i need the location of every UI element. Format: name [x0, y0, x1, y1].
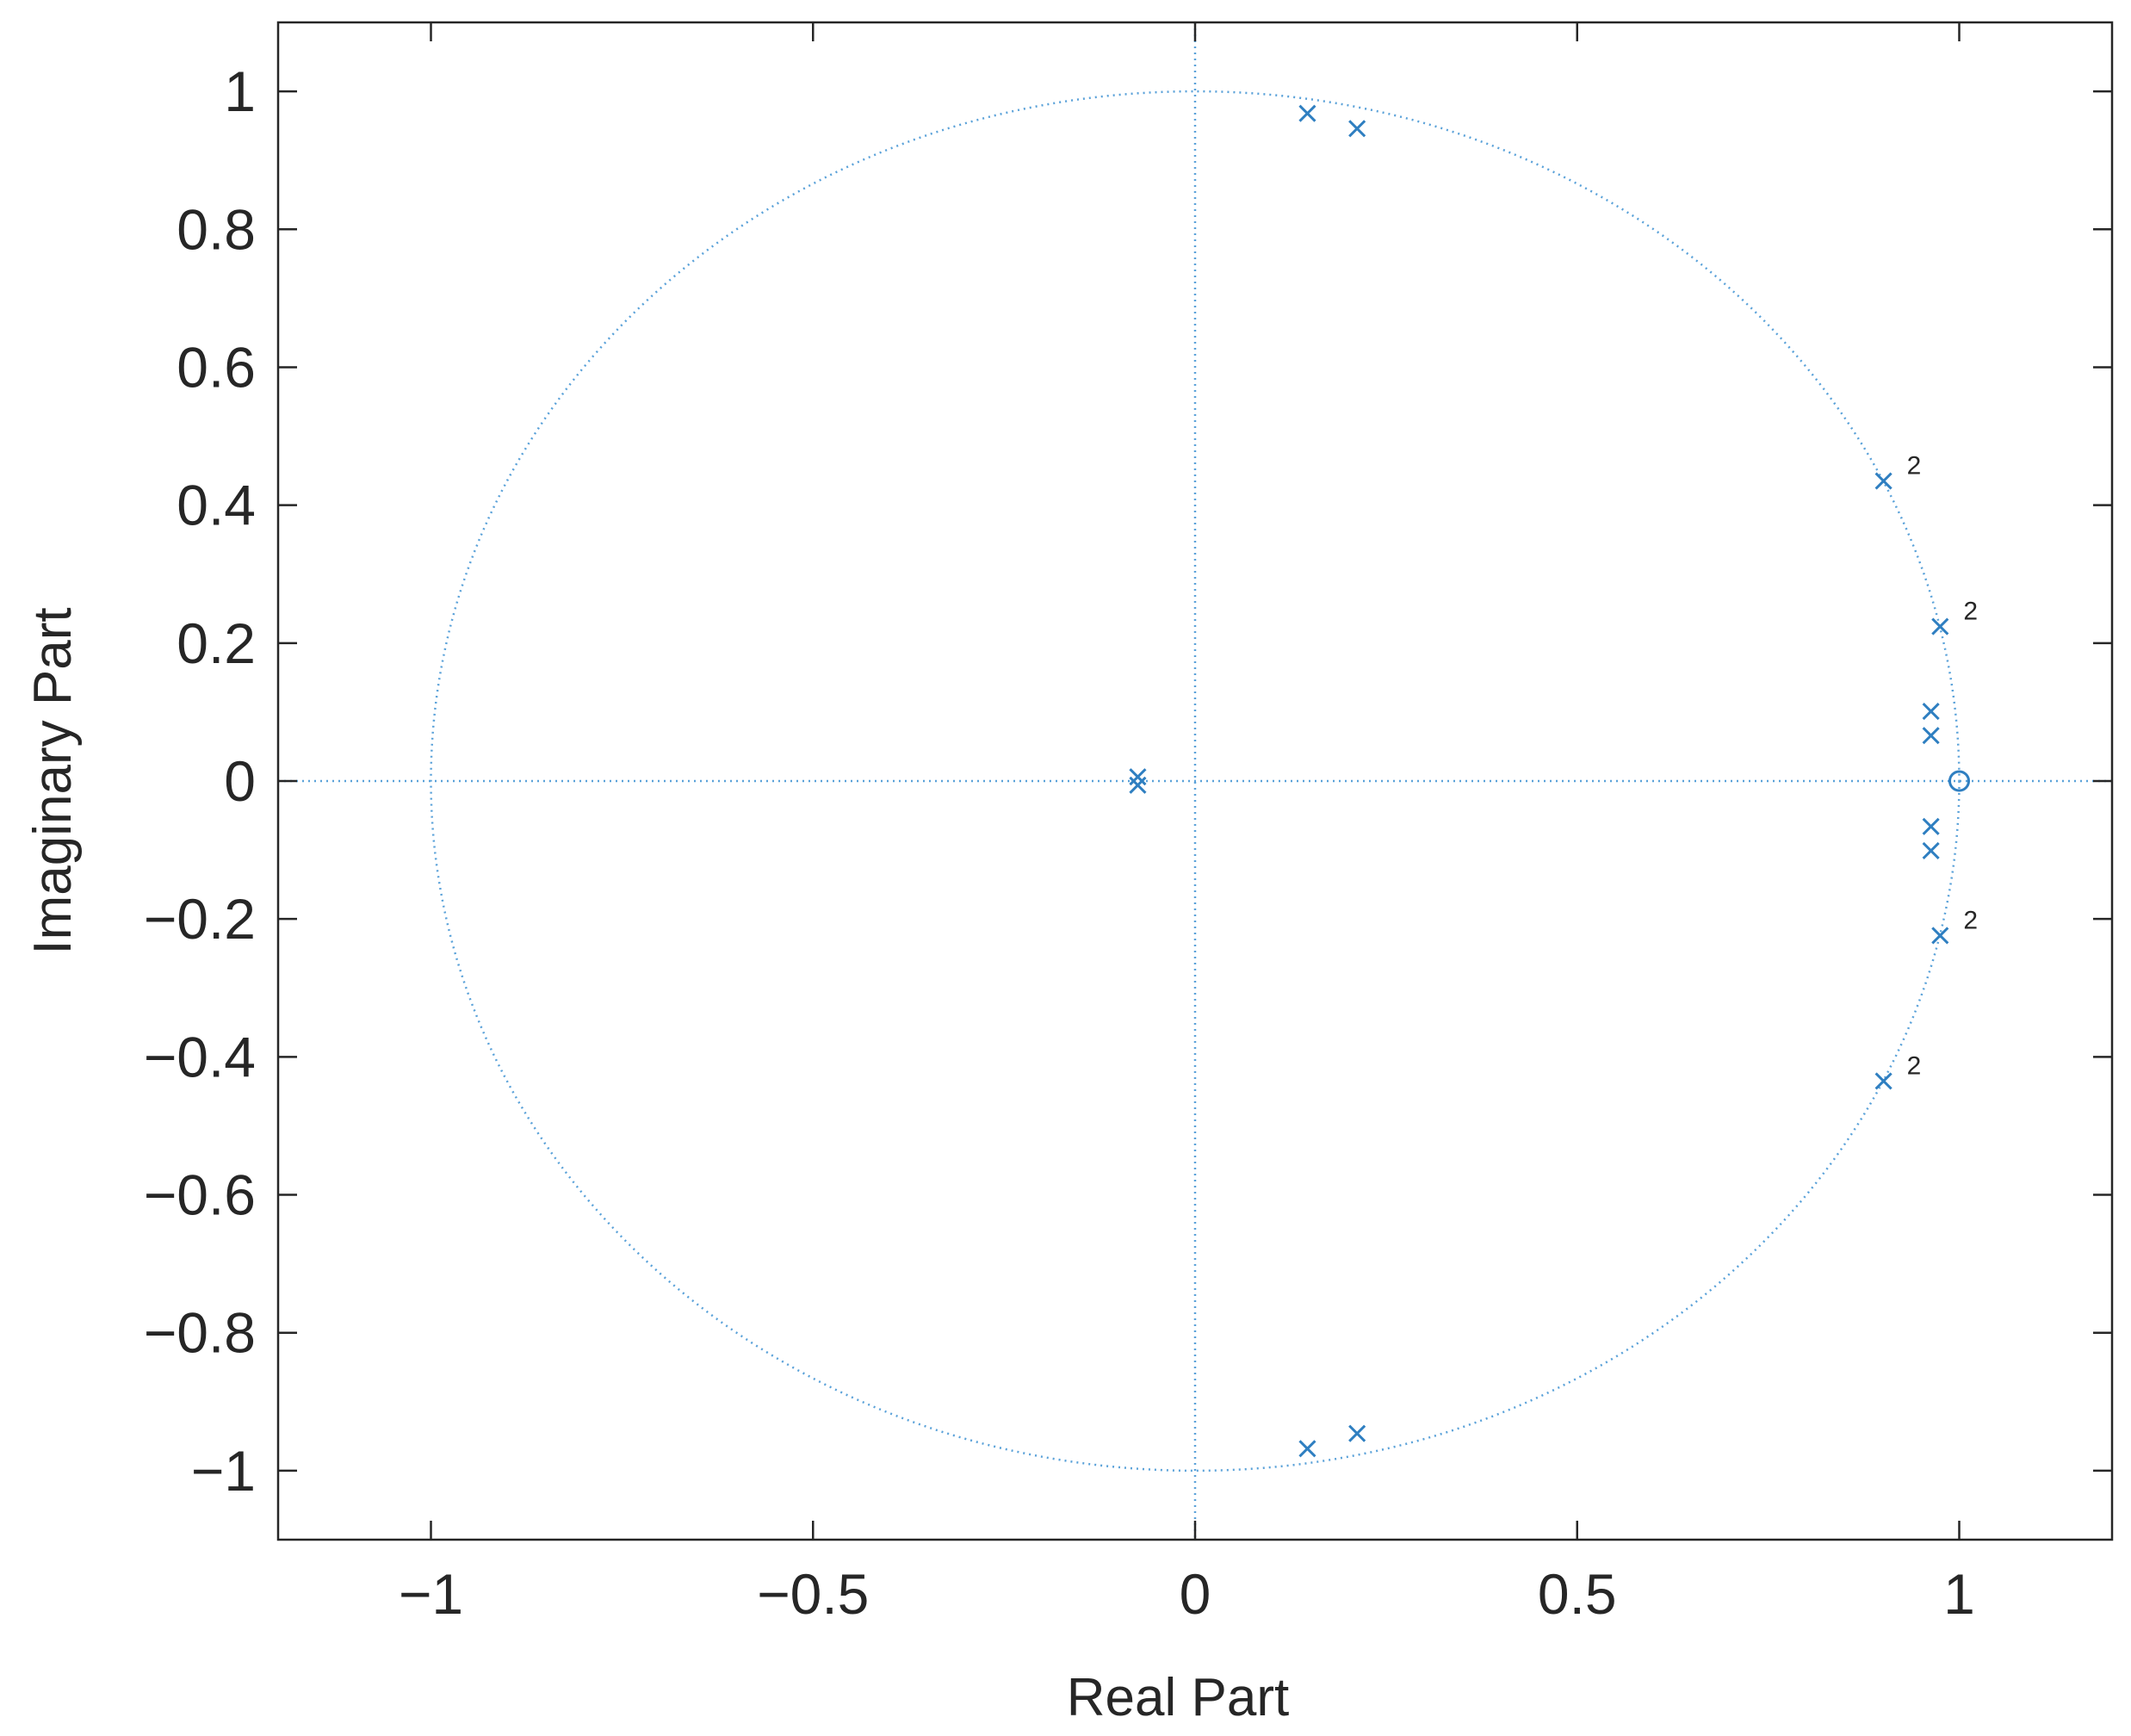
multiplicity-annotations: 2 2 2 2 — [1907, 452, 1978, 1081]
pole-marker — [1348, 1424, 1366, 1442]
axis-ticks: −1 −0.5 0 0.5 1 −1 −0.8 −0.6 −0.4 −0.2 0 0.2 0.4 0.6 0… — [144, 22, 2112, 1626]
multiplicity-label: 2 — [1907, 452, 1922, 480]
y-tick-label: 0.2 — [177, 611, 256, 675]
pole-marker — [1874, 472, 1893, 490]
y-tick-label: 0.6 — [177, 335, 256, 399]
pole-marker — [1922, 703, 1940, 721]
x-tick-label: 0 — [1180, 1562, 1211, 1626]
plot-area-border — [276, 21, 2114, 1541]
reference-guides — [278, 22, 2112, 1540]
pole-marker — [1129, 768, 1147, 786]
x-axis-label: Real Part — [1067, 1668, 1289, 1727]
x-tick-label: 0.5 — [1538, 1562, 1617, 1626]
pole-marker — [1874, 1072, 1893, 1090]
pole-marker — [1931, 927, 1949, 945]
y-tick-label: −0.4 — [144, 1025, 256, 1088]
data-markers — [1129, 104, 1970, 1458]
y-tick-label: 0.8 — [177, 197, 256, 261]
pole-marker — [1922, 817, 1940, 835]
pole-marker — [1922, 727, 1940, 745]
pole-marker — [1298, 104, 1316, 122]
y-tick-label: 0.4 — [177, 474, 256, 537]
x-tick-label: −1 — [399, 1562, 463, 1626]
multiplicity-label: 2 — [1963, 598, 1978, 626]
multiplicity-label: 2 — [1907, 1051, 1922, 1080]
x-tick-label: −0.5 — [757, 1562, 869, 1626]
y-tick-label: −0.2 — [144, 887, 256, 951]
pole-marker — [1931, 617, 1949, 636]
zero-marker — [1948, 770, 1970, 792]
y-tick-label: −0.8 — [144, 1301, 256, 1365]
pole-marker — [1348, 120, 1366, 138]
pole-marker — [1129, 776, 1147, 794]
pole-marker — [1922, 841, 1940, 859]
unit-circle — [430, 90, 1961, 1472]
y-tick-label: 0 — [224, 749, 256, 813]
multiplicity-label: 2 — [1963, 906, 1978, 934]
y-axis-label: Imaginary Part — [23, 607, 83, 954]
y-tick-label: −1 — [191, 1439, 256, 1503]
y-tick-label: −0.6 — [144, 1163, 256, 1227]
pole-marker — [1298, 1440, 1316, 1458]
x-tick-label: 1 — [1943, 1562, 1975, 1626]
y-tick-label: 1 — [224, 59, 256, 123]
